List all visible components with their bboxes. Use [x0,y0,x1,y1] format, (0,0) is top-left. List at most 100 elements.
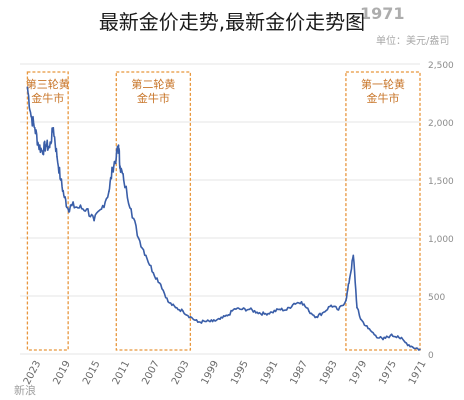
y-axis-ticks: 0 500 1,000 1,500 2,000 2,500 [428,61,454,361]
data-point-1984 [322,311,325,314]
data-point-2018.5 [67,208,69,210]
data-point-1985 [315,316,318,318]
x-tick-label-1999: 1999 [200,359,222,387]
x-tick-label-1983: 1983 [318,359,340,387]
data-point-2019.5 [59,179,62,181]
data-point-1975 [389,334,392,337]
data-point-1980.5 [348,277,351,280]
data-point-2000 [204,320,206,323]
data-point-2007 [152,272,155,274]
y-tick-label-1500: 1,500 [428,177,454,187]
x-tick-label-2019: 2019 [51,359,73,387]
data-point-2016 [85,208,88,210]
grid-layer [20,63,420,355]
x-axis-ticks: 1971 1975 1979 1983 1987 1991 1995 1999 2003 2007… [22,359,429,387]
data-point-2024 [26,86,29,88]
data-point-2001 [197,321,199,323]
data-point-2012.5 [111,167,114,170]
data-point-2019 [63,196,66,199]
data-point-1979 [359,318,362,321]
series-line-1 [26,87,421,351]
data-point-2006 [159,283,162,286]
data-point-2022 [41,150,43,152]
data-point-2021 [48,146,51,149]
y-tick-label-1000: 1,000 [428,235,454,245]
data-point-2012 [115,156,118,158]
x-tick-label-1987: 1987 [288,359,310,387]
page-title: 最新金价走势,最新金价走势图 [98,10,366,34]
data-point-1973 [404,341,407,344]
data-point-2011.5 [119,165,121,167]
x-tick-label-2015: 2015 [81,359,103,387]
data-point-2004 [174,306,177,309]
data-point-1978 [367,327,369,330]
data-point-1972 [411,346,414,348]
data-point-2005 [167,301,169,303]
x-tick-label-1971: 1971 [407,359,429,387]
bull-market-label-2: 第二轮黄金牛市 [131,77,175,105]
data-point-2009 [137,237,140,239]
x-tick-label-2007: 2007 [140,359,162,387]
data-point-1997 [226,314,229,317]
data-point-2011.7 [117,144,120,146]
data-point-1971 [419,348,421,351]
background-chart-title: 1971 [360,4,405,23]
unit-label: 单位：美元/盎司 [376,36,450,47]
source-watermark: 新浪 [14,384,36,397]
data-point-1977 [374,334,377,337]
bull-market-box-1 [26,71,69,351]
data-point-2003 [182,310,184,312]
data-point-2020.5 [52,127,55,129]
data-point-2021.5 [45,144,47,146]
bull-market-label-3: 第一轮黄金牛市 [361,77,405,105]
data-point-1976 [382,338,384,341]
data-point-1980 [352,254,355,257]
data-point-1993 [256,311,258,314]
data-point-2015 [93,219,95,222]
y-tick-label-500: 500 [428,293,445,303]
data-point-1998 [219,318,221,321]
data-point-1983 [330,304,332,307]
data-point-1986 [308,310,310,312]
data-point-2017 [78,207,81,209]
data-point-2008 [145,254,147,257]
data-point-2002 [189,316,192,318]
bull-market-boxes: 第三轮黄金牛市 第二轮黄金牛市 第一轮黄金牛市 [26,71,421,351]
data-point-2011 [122,179,125,181]
x-tick-label-2003: 2003 [170,359,192,387]
data-point-1988 [293,302,295,305]
data-point-1990 [278,308,281,311]
bull-market-box-3 [345,71,421,351]
y-tick-label-0: 0 [428,351,434,361]
data-point-2022.5 [37,144,40,146]
x-tick-label-1995: 1995 [229,359,251,387]
data-point-1974 [397,335,399,337]
data-point-2018 [71,204,73,207]
data-point-2010 [130,208,132,210]
data-point-1991 [271,311,273,314]
y-tick-label-2500: 2,500 [428,61,454,71]
data-point-2013 [108,190,110,193]
y-tick-label-2000: 2,000 [428,119,454,129]
data-point-2023 [34,127,36,129]
x-tick-label-1991: 1991 [259,359,281,387]
x-tick-label-1975: 1975 [377,359,399,387]
bull-market-label-1: 第三轮黄金牛市 [26,77,70,105]
data-point-1999 [211,320,214,323]
data-point-1981 [345,299,347,302]
data-point-1992 [263,313,266,315]
data-point-1989 [285,309,288,311]
data-point-1996 [234,308,236,310]
series-layer [26,86,421,351]
data-point-1995 [241,308,243,311]
bull-market-box-2 [115,71,192,351]
data-point-1982 [337,309,340,311]
x-tick-label-2011: 2011 [111,359,133,387]
data-point-1979.5 [356,306,358,309]
x-tick-label-1979: 1979 [348,359,370,387]
data-point-1987 [300,301,303,303]
data-point-2014 [100,208,103,210]
data-point-2020 [56,156,58,158]
